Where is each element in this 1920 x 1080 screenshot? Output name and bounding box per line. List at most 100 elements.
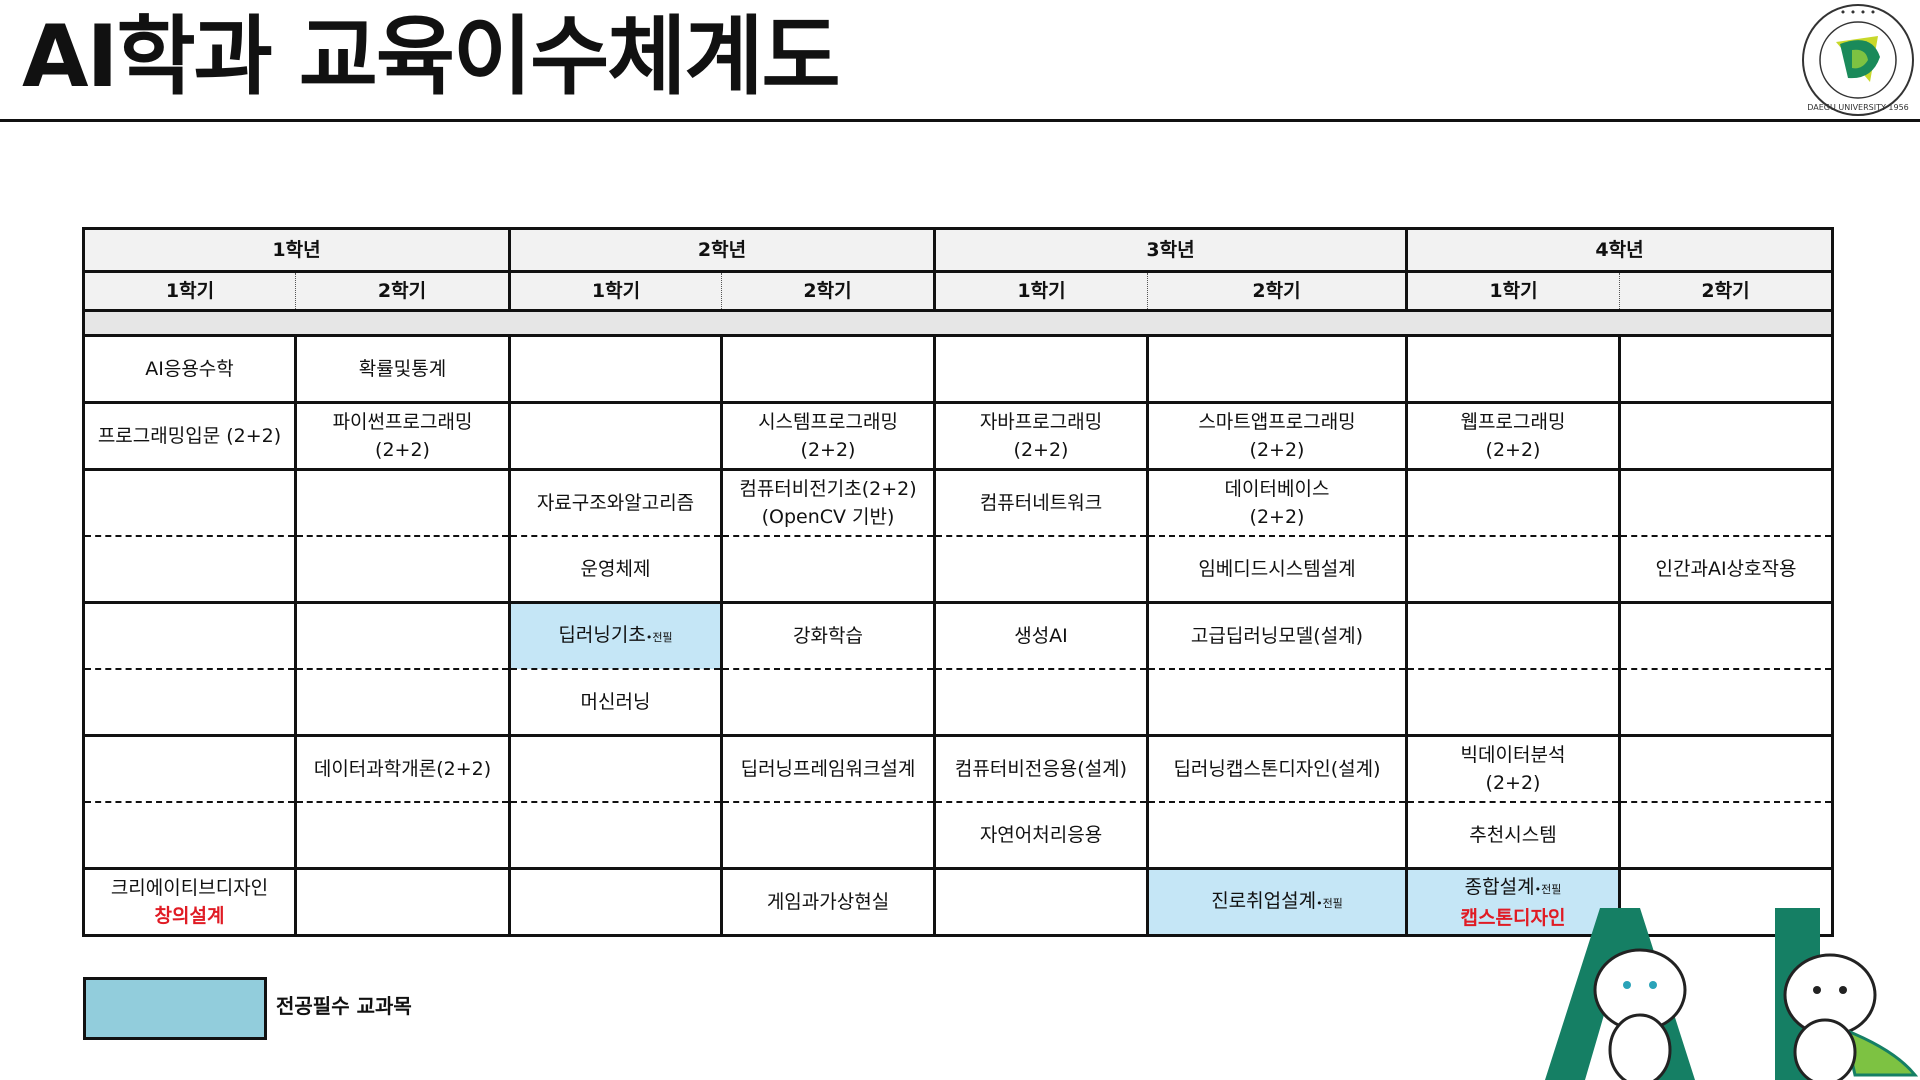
course-name: 딥러닝캡스톤디자인(설계) [1149, 755, 1405, 783]
empty-cell [294, 867, 511, 937]
semester-header: 2학기 [295, 270, 511, 312]
semester-header: 1학기 [1405, 270, 1620, 312]
empty-cell [720, 535, 936, 604]
course-cell: 빅데이터분석 (2+2) [1405, 734, 1621, 803]
empty-cell [294, 801, 511, 870]
empty-cell [508, 334, 723, 404]
year-header: 4학년 [1405, 227, 1834, 273]
course-name: (2+2) [297, 436, 508, 464]
course-name: 데이터베이스 [1149, 475, 1405, 503]
legend-swatch-required [83, 977, 267, 1040]
course-name: 진로취업설계•전필 [1149, 887, 1405, 918]
empty-cell [82, 801, 297, 870]
course-cell: 컴퓨터네트워크 [933, 468, 1149, 537]
legend-label: 전공필수 교과목 [276, 994, 412, 1018]
required-mark: •전필 [645, 630, 673, 644]
course-cell: 컴퓨터비전기초(2+2) (OpenCV 기반) [720, 468, 936, 537]
empty-cell [1618, 601, 1834, 670]
empty-cell [82, 668, 297, 737]
course-name: 머신러닝 [511, 688, 720, 716]
semester-header: 1학기 [508, 270, 722, 312]
course-cell: 고급딥러닝모델(설계) [1146, 601, 1408, 670]
empty-cell [720, 668, 936, 737]
course-name-text: 컴퓨터비전기초(2+2) [739, 478, 917, 500]
course-name-text: 컴퓨터네트워크 [979, 492, 1103, 514]
course-cell: 생성AI [933, 601, 1149, 670]
course-name-text: 머신러닝 [580, 691, 651, 713]
course-name: 크리에이티브디자인 [85, 874, 294, 902]
empty-cell [1146, 668, 1408, 737]
course-name: 생성AI [936, 622, 1146, 650]
course-cell: AI응용수학 [82, 334, 297, 404]
course-name-text: (2+2) [1249, 439, 1305, 461]
required-mark: •전필 [1534, 882, 1562, 896]
course-cell: 인간과AI상호작용 [1618, 535, 1834, 604]
course-name: 딥러닝프레임워크설계 [723, 755, 933, 783]
course-cell: 자연어처리응용 [933, 801, 1149, 870]
course-name-text: 운영체제 [580, 558, 651, 580]
empty-cell [508, 734, 723, 803]
year-header-row: 1학년 2학년 3학년 4학년 [82, 227, 1834, 273]
empty-cell [1618, 734, 1834, 803]
empty-cell [720, 801, 936, 870]
empty-cell [294, 535, 511, 604]
course-cell: 데이터베이스 (2+2) [1146, 468, 1408, 537]
empty-cell [82, 468, 297, 537]
course-name-text: (2+2) [1485, 439, 1541, 461]
empty-cell [82, 734, 297, 803]
svg-text:• • • •: • • • • [1840, 6, 1876, 19]
course-name: 스마트앱프로그래밍 [1149, 408, 1405, 436]
course-cell: 딥러닝캡스톤디자인(설계) [1146, 734, 1408, 803]
empty-cell [1405, 334, 1621, 404]
course-name: 강화학습 [723, 622, 933, 650]
empty-cell [1618, 668, 1834, 737]
course-name-text: 확률및통계 [358, 358, 447, 380]
course-name-text: AI응용수학 [145, 358, 234, 380]
mascot-ai-illustration [1545, 908, 1919, 1080]
empty-cell [933, 668, 1149, 737]
course-cell: 프로그래밍입문 (2+2) [82, 401, 297, 471]
year-header: 3학년 [933, 227, 1408, 273]
course-name-text: 프로그래밍입문 (2+2) [97, 425, 282, 447]
course-name: (2+2) [1408, 436, 1618, 464]
empty-cell [82, 535, 297, 604]
course-name: 컴퓨터비전기초(2+2) [723, 475, 933, 503]
course-cell: 종합설계•전필 캡스톤디자인 [1405, 867, 1621, 937]
course-cell: 웹프로그래밍 (2+2) [1405, 401, 1621, 471]
empty-cell [1618, 401, 1834, 471]
semester-header: 1학기 [933, 270, 1148, 312]
course-cell: 시스템프로그래밍 (2+2) [720, 401, 936, 471]
design-category-label: 창의설계 [154, 905, 225, 927]
semester-header: 2학기 [1619, 270, 1834, 312]
course-name: (2+2) [936, 436, 1146, 464]
course-name: 데이터과학개론(2+2) [297, 755, 508, 783]
table-row: 데이터과학개론(2+2) 딥러닝프레임워크설계 컴퓨터비전응용(설계) 딥러닝캡스톤디… [82, 734, 1834, 803]
title-divider [0, 119, 1920, 122]
semester-header: 2학기 [1147, 270, 1408, 312]
year-header: 2학년 [508, 227, 936, 273]
course-name: 인간과AI상호작용 [1621, 555, 1831, 583]
course-name: 프로그래밍입문 (2+2) [85, 422, 294, 450]
empty-cell [1146, 334, 1408, 404]
course-cell: 딥러닝프레임워크설계 [720, 734, 936, 803]
course-name: (2+2) [723, 436, 933, 464]
course-cell: 운영체제 [508, 535, 723, 604]
course-name: 확률및통계 [297, 355, 508, 383]
course-cell: 자료구조와알고리즘 [508, 468, 723, 537]
course-name-text: 자료구조와알고리즘 [536, 492, 695, 514]
course-name-text: 시스템프로그래밍 [758, 411, 898, 433]
course-name-text: 빅데이터분석 [1460, 744, 1566, 766]
course-name-text: (2+2) [1485, 772, 1541, 794]
course-name: 컴퓨터네트워크 [936, 489, 1146, 517]
course-cell: 컴퓨터비전응용(설계) [933, 734, 1149, 803]
course-name: AI응용수학 [85, 355, 294, 383]
course-name-text: 추천시스템 [1469, 824, 1557, 846]
course-name: (OpenCV 기반) [723, 503, 933, 531]
empty-cell [82, 601, 297, 670]
course-name-text: 딥러닝기초 [558, 623, 646, 646]
course-cell: 데이터과학개론(2+2) [294, 734, 511, 803]
empty-cell [294, 468, 511, 537]
course-name-text: (2+2) [375, 439, 430, 461]
course-name: 게임과가상현실 [723, 888, 933, 916]
course-name-text: 강화학습 [793, 625, 863, 647]
